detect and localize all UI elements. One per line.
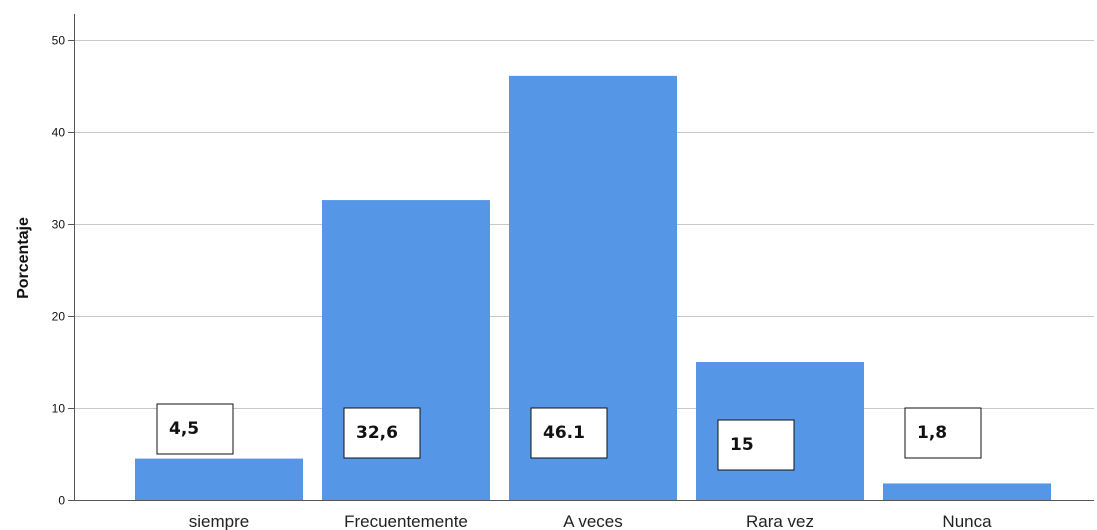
bar — [135, 458, 303, 500]
y-tick-label: 20 — [52, 310, 66, 324]
data-label: 1,8 — [917, 423, 947, 443]
y-tick-label: 10 — [52, 402, 66, 416]
data-labels: 4,5 32,6 46.1 15 1,8 — [156, 403, 982, 471]
x-category-label: Rara vez — [746, 512, 814, 530]
data-label-box — [156, 403, 234, 455]
x-category-labels: siempre Frecuentemente A veces Rara vez Nunc… — [189, 512, 992, 530]
x-category-label: A veces — [563, 512, 623, 530]
y-axis-label: Porcentaje — [15, 217, 32, 299]
data-label: 46.1 — [543, 423, 585, 443]
y-tick-label: 30 — [52, 218, 66, 232]
bar — [883, 483, 1051, 500]
data-label: 32,6 — [356, 423, 398, 443]
x-category-label: siempre — [189, 512, 249, 530]
y-tick-label: 0 — [58, 494, 65, 508]
axes — [68, 14, 1094, 501]
y-tick-label: 50 — [52, 34, 66, 48]
data-label: 4,5 — [169, 419, 199, 439]
data-label-box — [717, 419, 795, 471]
data-label-box — [343, 407, 421, 459]
data-label-box — [530, 407, 608, 459]
x-category-label: Frecuentemente — [344, 512, 468, 530]
y-tick-labels: 0 10 20 30 40 50 — [52, 34, 66, 508]
y-tick-label: 40 — [52, 126, 66, 140]
x-category-label: Nunca — [942, 512, 992, 530]
data-label: 15 — [730, 435, 754, 455]
data-label-box — [904, 407, 982, 459]
